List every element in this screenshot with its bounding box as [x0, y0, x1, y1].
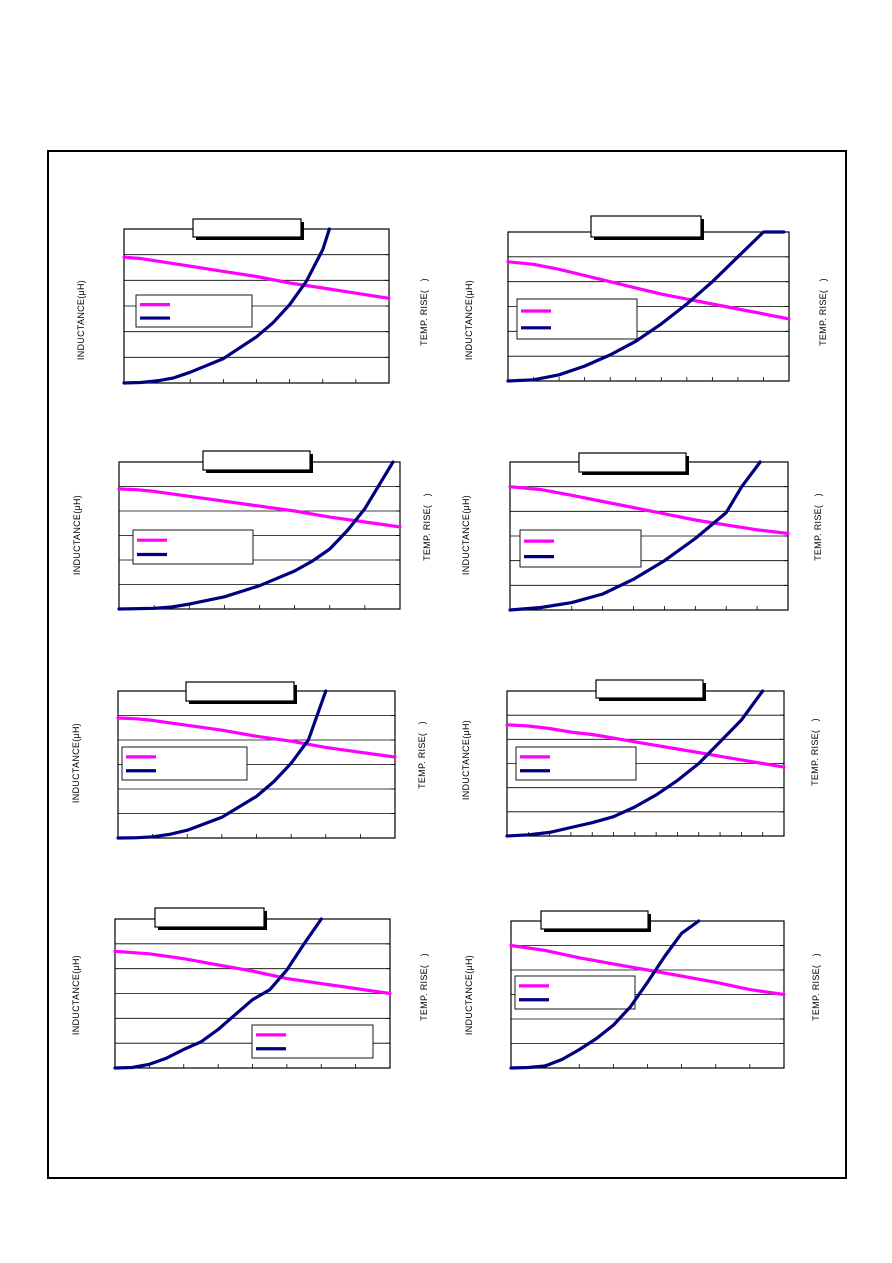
y-axis-label: INDUCTANCE(μH)	[461, 495, 471, 575]
y-axis-label: INDUCTANCE(μH)	[464, 955, 474, 1035]
series-line-2	[506, 230, 786, 383]
y-axis-label: INDUCTANCE(μH)	[71, 723, 81, 803]
series-line-2	[505, 689, 765, 838]
chart-1: INDUCTANCE(μH) TEMP. RISE( )	[76, 218, 429, 385]
series-line-1	[506, 260, 791, 321]
series-line-2	[508, 460, 762, 612]
legend	[251, 1024, 374, 1059]
title-box	[578, 452, 687, 473]
y2-axis-label: TEMP. RISE( )	[818, 278, 828, 346]
series-line-2	[509, 919, 701, 1070]
series-line-1	[509, 943, 786, 997]
chart-3: INDUCTANCE(μH) TEMP. RISE( )	[72, 450, 432, 611]
series-line-1	[113, 949, 392, 996]
chart-5: INDUCTANCE(μH) TEMP. RISE( )	[71, 681, 427, 840]
series-line-2	[117, 460, 395, 611]
y2-axis-label: TEMP. RISE( )	[419, 953, 429, 1021]
series-line-1	[122, 255, 391, 300]
title-box	[595, 679, 704, 699]
title-box	[590, 215, 702, 238]
legend	[135, 294, 253, 328]
title-box	[154, 907, 265, 928]
title-box	[192, 218, 302, 238]
series-line-1	[508, 485, 790, 536]
series-line-1	[116, 716, 397, 759]
series-line-2	[122, 227, 331, 385]
title-box	[185, 681, 295, 702]
title-box	[202, 450, 311, 471]
y2-axis-label: TEMP. RISE( )	[810, 718, 820, 786]
legend	[519, 529, 642, 568]
y-axis-label: INDUCTANCE(μH)	[461, 720, 471, 800]
legend	[516, 298, 638, 340]
y-axis-label: INDUCTANCE(μH)	[71, 955, 81, 1035]
title-box	[540, 910, 649, 930]
y2-axis-label: TEMP. RISE( )	[417, 721, 427, 789]
chart-6: INDUCTANCE(μH) TEMP. RISE( )	[461, 679, 820, 838]
series-line-1	[117, 487, 402, 529]
y-axis-label: INDUCTANCE(μH)	[464, 280, 474, 360]
legend	[515, 746, 637, 781]
y2-axis-label: TEMP. RISE( )	[813, 493, 823, 561]
y-axis-label: INDUCTANCE(μH)	[72, 495, 82, 575]
chart-sheet-frame	[47, 150, 847, 1179]
legend	[514, 975, 636, 1010]
series-line-1	[505, 723, 786, 769]
chart-7: INDUCTANCE(μH) TEMP. RISE( )	[71, 907, 429, 1070]
y2-axis-label: TEMP. RISE( )	[419, 278, 429, 346]
series-line-2	[116, 689, 328, 840]
chart-2: INDUCTANCE(μH) TEMP. RISE( )	[464, 215, 828, 383]
series-line-2	[113, 917, 323, 1070]
y-axis-label: INDUCTANCE(μH)	[76, 280, 86, 360]
y2-axis-label: TEMP. RISE( )	[811, 953, 821, 1021]
legend	[132, 529, 254, 565]
chart-4: INDUCTANCE(μH) TEMP. RISE( )	[461, 452, 823, 612]
chart-8: INDUCTANCE(μH) TEMP. RISE( )	[464, 910, 821, 1070]
legend	[121, 746, 248, 781]
y2-axis-label: TEMP. RISE( )	[422, 493, 432, 561]
